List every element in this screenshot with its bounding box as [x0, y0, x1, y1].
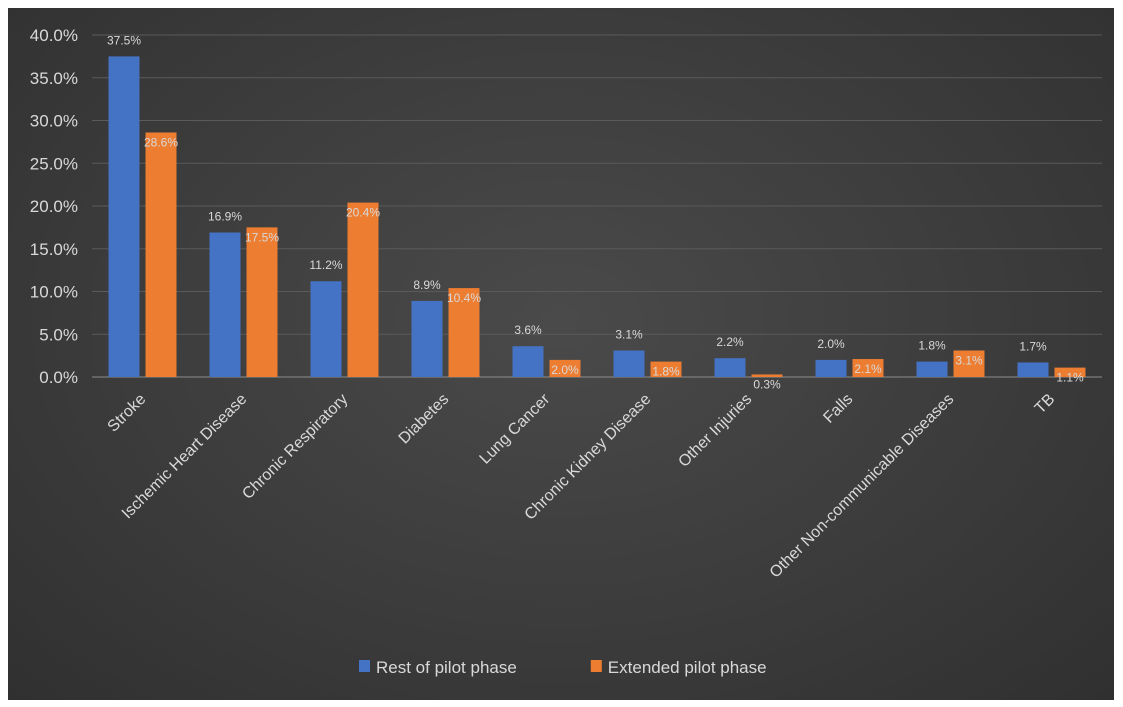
bar	[549, 359, 581, 377]
x-tick-label: Chronic Respiratory	[239, 391, 351, 503]
bar	[1054, 367, 1086, 377]
data-label: 10.4%	[447, 291, 481, 305]
legend-swatch	[590, 660, 602, 672]
bar	[209, 232, 241, 377]
data-label: 2.1%	[854, 362, 882, 376]
legend-swatch	[359, 660, 370, 672]
data-label: 1.7%	[1019, 339, 1047, 353]
x-tick-label: Falls	[820, 391, 856, 427]
bar	[916, 361, 948, 377]
x-tick-label: TB	[1032, 391, 1058, 417]
x-tick-label: Other Injuries	[675, 391, 755, 471]
data-label: 20.4%	[346, 206, 380, 220]
data-label: 8.9%	[413, 278, 441, 292]
bar	[145, 132, 177, 377]
bar	[411, 300, 443, 377]
chart-area: 0.0% 5.0% 10.0% 15.0% 20.0% 25.0% 30.0% 35.0% 40…	[8, 8, 1114, 700]
data-label: 3.1%	[615, 327, 643, 341]
y-tick-label: 25.0%	[30, 154, 78, 173]
bar	[448, 288, 480, 377]
bar-chart: 0.0% 5.0% 10.0% 15.0% 20.0% 25.0% 30.0% 35.0% 40…	[30, 26, 1102, 677]
x-tick-label: Stroke	[105, 391, 150, 436]
bar	[650, 361, 682, 377]
legend-label: Extended pilot phase	[608, 658, 767, 677]
data-label: 11.2%	[309, 258, 342, 272]
bar	[310, 281, 342, 377]
bar	[815, 359, 847, 377]
data-label: 0.3%	[753, 377, 781, 391]
data-label: 2.0%	[817, 337, 845, 351]
bar	[613, 350, 645, 377]
data-label: 2.0%	[551, 363, 579, 377]
y-tick-label: 5.0%	[39, 325, 78, 344]
bar	[1017, 362, 1049, 377]
y-tick-label: 20.0%	[30, 197, 78, 216]
data-label: 17.5%	[245, 230, 279, 244]
bar	[347, 202, 379, 377]
bar	[751, 374, 783, 377]
y-tick-label: 30.0%	[30, 112, 78, 131]
x-tick-label: Diabetes	[396, 391, 453, 448]
bar	[512, 346, 544, 377]
data-label: 28.6%	[144, 135, 178, 149]
bar	[953, 350, 985, 377]
x-tick-label: Other Non-communicable Diseases	[767, 391, 958, 582]
bar	[108, 56, 140, 377]
y-tick-label: 15.0%	[30, 240, 78, 259]
bar	[852, 359, 884, 377]
y-tick-label: 10.0%	[30, 283, 78, 302]
data-label: 3.6%	[514, 323, 542, 337]
data-label: 16.9%	[208, 210, 242, 224]
data-label: 37.5%	[107, 33, 141, 47]
data-label: 3.1%	[955, 353, 983, 367]
data-label: 2.2%	[716, 335, 744, 349]
data-label: 1.8%	[918, 339, 946, 353]
y-tick-label: 40.0%	[30, 26, 78, 45]
data-label: 1.8%	[652, 365, 680, 379]
legend-label: Rest of pilot phase	[376, 658, 517, 677]
bar	[246, 227, 278, 377]
y-tick-label: 35.0%	[30, 69, 78, 88]
x-tick-label: Lung Cancer	[477, 390, 554, 467]
y-tick-label: 0.0%	[39, 368, 78, 387]
data-label: 1.1%	[1056, 371, 1084, 385]
bar	[714, 358, 746, 377]
